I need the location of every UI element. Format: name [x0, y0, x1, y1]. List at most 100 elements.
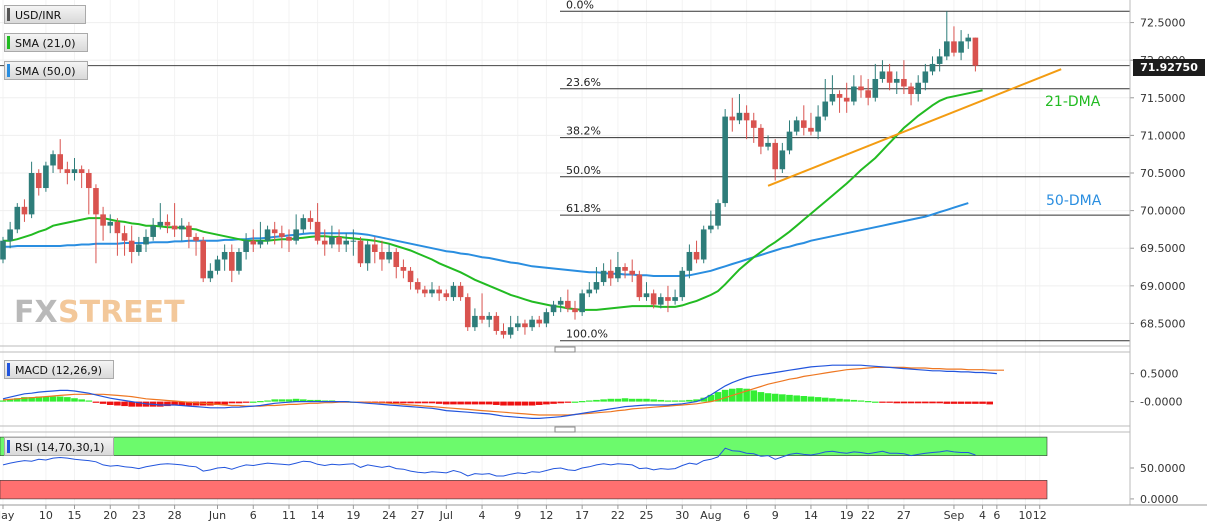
bullish-candle: [486, 315, 492, 320]
bullish-candle: [922, 71, 929, 83]
macd-histogram-bar: [292, 398, 300, 402]
bearish-candle: [21, 206, 28, 215]
macd-histogram-bar: [493, 401, 500, 405]
macd-histogram-bar: [42, 396, 50, 402]
macd-histogram-bar: [314, 399, 321, 402]
bullish-candle: [257, 240, 264, 245]
bullish-candle: [765, 142, 771, 147]
bearish-candle: [314, 221, 321, 241]
macd-histogram-bar: [943, 401, 951, 404]
sma21-label[interactable]: SMA (21,0): [4, 33, 88, 52]
bullish-candle: [28, 173, 35, 215]
macd-histogram-bar: [914, 401, 922, 404]
macd-label[interactable]: MACD (12,26,9): [4, 360, 114, 379]
bearish-candle: [78, 169, 85, 173]
bullish-candle: [658, 297, 664, 305]
sma50-label[interactable]: SMA (50,0): [4, 61, 88, 80]
bullish-candle: [872, 78, 879, 98]
macd-histogram-bar: [829, 398, 836, 402]
bearish-candle: [522, 323, 528, 328]
date-axis-label: 9: [772, 509, 779, 522]
macd-histogram-bar: [757, 392, 765, 402]
fib-label: 0.0%: [566, 0, 594, 11]
macd-histogram-bar: [600, 399, 607, 402]
bearish-candle: [400, 267, 407, 271]
macd-histogram-bar: [92, 401, 100, 403]
macd-histogram-bar: [242, 401, 250, 403]
rsi-line: [2, 447, 976, 477]
macd-histogram-bar: [464, 401, 472, 405]
macd-histogram-bar: [443, 401, 450, 405]
macd-histogram-bar: [85, 400, 93, 402]
bullish-candle: [815, 116, 821, 132]
fib-label: 50.0%: [566, 164, 601, 177]
macd-histogram-bar: [814, 397, 822, 402]
date-axis-label: May: [0, 509, 15, 522]
macd-histogram-bar: [964, 401, 972, 404]
macd-histogram-bar: [164, 401, 171, 407]
bullish-candle: [107, 221, 114, 226]
macd-histogram-bar: [478, 401, 486, 405]
macd-histogram-bar: [807, 396, 815, 402]
bearish-candle: [464, 297, 471, 328]
macd-histogram-bar: [278, 399, 286, 402]
macd-histogram-bar: [99, 401, 107, 404]
macd-line: [2, 364, 997, 419]
price-axis-label: 72.5000: [1140, 17, 1186, 30]
macd-histogram-bar: [850, 399, 858, 402]
bearish-candle: [650, 293, 657, 305]
macd-histogram-bar: [428, 401, 436, 404]
date-axis-label: 22: [611, 509, 625, 522]
macd-histogram-bar: [514, 401, 522, 406]
bearish-candle: [636, 274, 643, 298]
symbol-label[interactable]: USD/INR: [4, 5, 86, 24]
date-axis-label: 10: [39, 509, 53, 522]
date-axis-label: 28: [168, 509, 182, 522]
bullish-candle: [343, 240, 349, 245]
bearish-candle: [93, 188, 99, 215]
date-axis-label: 11: [282, 509, 296, 522]
candlesticks: [0, 11, 979, 339]
bearish-candle: [808, 127, 814, 132]
macd-histogram-bar: [929, 401, 936, 404]
annotations: 21-DMA 50-DMA: [1045, 94, 1102, 209]
bullish-candle: [143, 236, 149, 245]
macd-histogram-bar: [936, 401, 943, 404]
date-axis-label: 15: [68, 509, 82, 522]
macd-histogram-bar: [106, 401, 114, 405]
macd-histogram-bar: [707, 394, 715, 402]
bullish-candle: [350, 240, 357, 242]
bullish-candle: [593, 282, 600, 290]
bullish-candle: [700, 229, 707, 260]
macd-histogram-bar: [307, 399, 314, 402]
macd-histogram-bar: [71, 398, 78, 402]
bullish-candle: [329, 236, 335, 245]
macd-histogram-bar: [543, 401, 550, 405]
bearish-candle: [729, 116, 736, 121]
bearish-candle: [901, 78, 907, 87]
bullish-candle: [893, 78, 900, 83]
fibonacci-levels: 0.0% 23.6% 38.2% 50.0% 61.8% 100.0%: [0, 0, 1130, 342]
price-axis-label: 69.5000: [1140, 242, 1186, 255]
date-axis-label: Sep: [944, 509, 965, 522]
bullish-candle: [672, 297, 678, 301]
rsi-overbought-zone: [0, 436, 1048, 456]
macd-axis-label: -0.0000: [1140, 396, 1182, 409]
rsi-label[interactable]: RSI (14,70,30,1): [4, 437, 114, 456]
bearish-candle: [193, 236, 199, 241]
bullish-candle: [243, 240, 249, 252]
bearish-candle: [307, 218, 314, 222]
macd-histogram-bar: [64, 397, 71, 402]
macd-histogram-bar: [800, 396, 808, 402]
fib-label: 23.6%: [566, 76, 601, 89]
date-axis-label: 12: [539, 509, 553, 522]
macd-histogram-bar: [535, 401, 543, 405]
date-axis-label: 22: [861, 509, 875, 522]
bearish-candle: [57, 154, 63, 170]
macd-histogram-bar: [407, 401, 414, 404]
bearish-candle: [886, 71, 893, 83]
bullish-candle: [715, 203, 721, 226]
bullish-candle: [929, 63, 936, 72]
price-axis-label: 70.0000: [1140, 205, 1186, 218]
